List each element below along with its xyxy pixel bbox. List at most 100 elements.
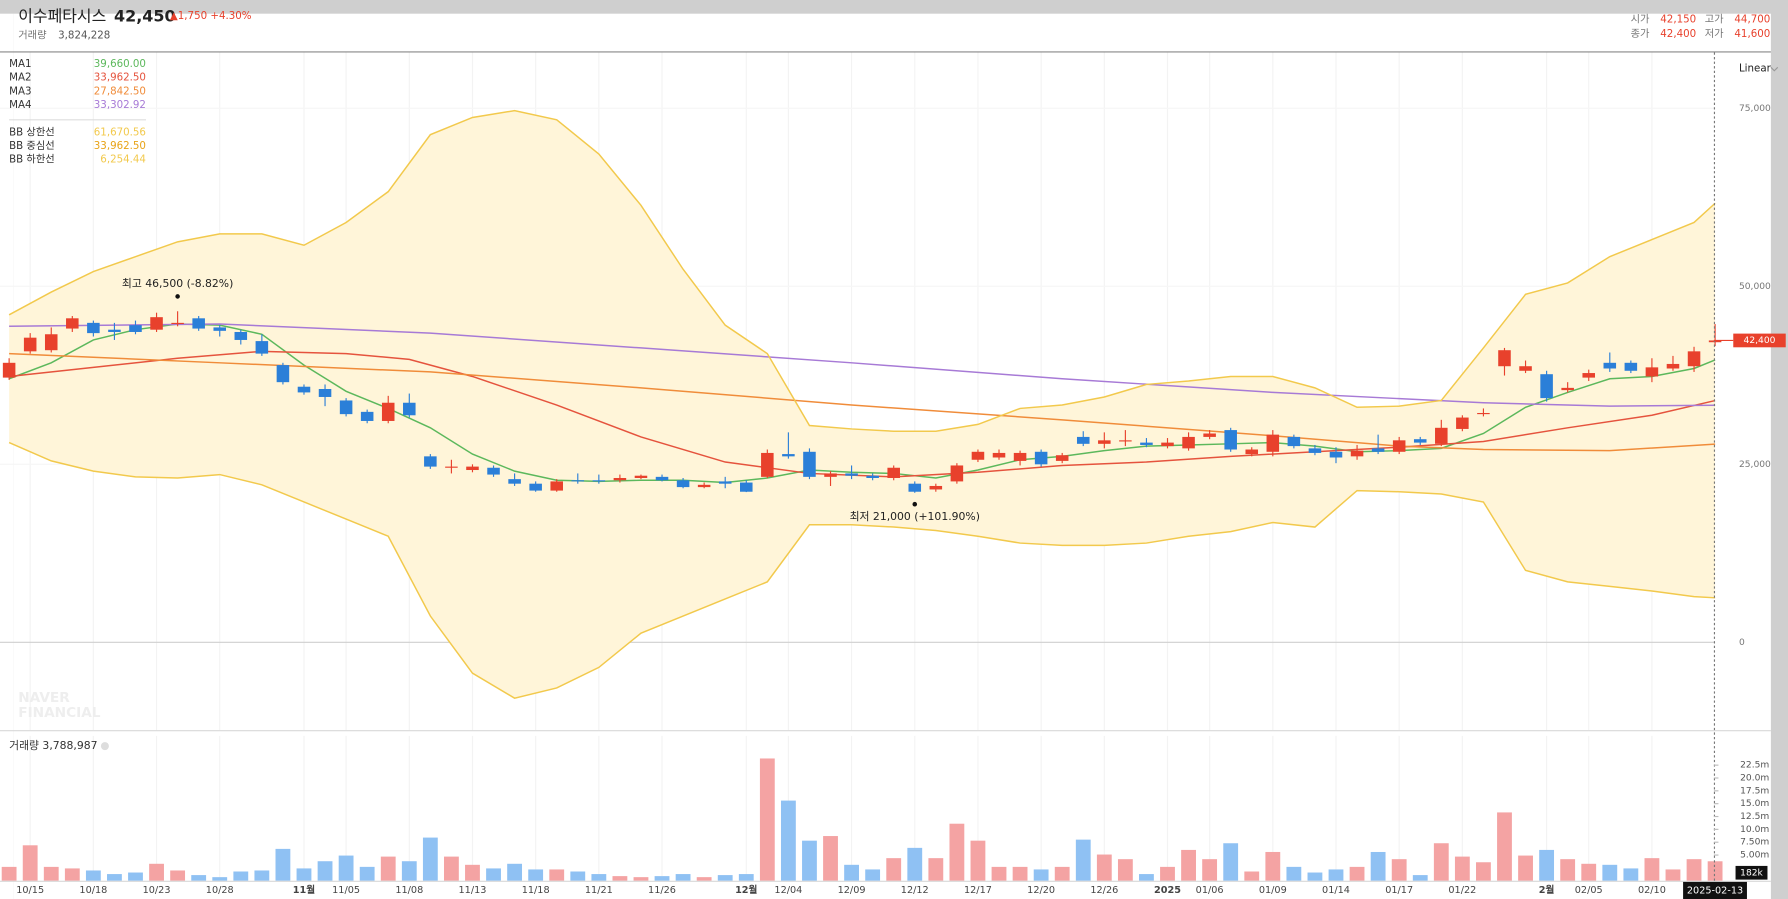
- watermark: NAVER: [18, 690, 70, 706]
- candle-body: [1645, 367, 1659, 377]
- candle-body: [108, 329, 121, 332]
- stock-price: 42,450: [114, 7, 176, 26]
- volume-bar: [1181, 849, 1196, 881]
- quote-value: 44,700: [1734, 13, 1770, 25]
- candle-body: [339, 400, 353, 415]
- volume-bar: [991, 866, 1007, 881]
- legend-name: MA1: [9, 58, 31, 70]
- volume-bar: [1665, 869, 1681, 881]
- volume-bar: [1707, 861, 1723, 881]
- candle-body: [508, 479, 521, 484]
- settings-icon[interactable]: [100, 742, 109, 751]
- volume-bar: [1117, 859, 1133, 881]
- y2-tick-label: 5.00m: [1740, 851, 1769, 861]
- volume-bar: [780, 800, 796, 881]
- volume-bar: [486, 868, 501, 881]
- volume-bar: [1075, 839, 1091, 881]
- x-tick-label: 12/26: [1090, 885, 1118, 896]
- candle-body: [697, 484, 711, 488]
- indicator-line: [8, 441, 1716, 699]
- crosshair-box: [1735, 865, 1768, 880]
- panel-left: [0, 13, 14, 899]
- candle-body: [1435, 427, 1448, 444]
- volume-bar: [1433, 843, 1449, 881]
- x-tick-label: 02/10: [1638, 885, 1666, 896]
- volume-bar: [570, 871, 586, 881]
- candle-body: [803, 451, 816, 477]
- x-tick-label: 01/06: [1196, 885, 1224, 896]
- legend-name: BB 중심선: [9, 140, 55, 152]
- legend-name: MA4: [9, 99, 31, 111]
- volume-bar: [1244, 871, 1260, 881]
- candle-body: [192, 318, 205, 329]
- candle-body: [1498, 350, 1511, 367]
- candle-body: [1161, 442, 1174, 447]
- volume-bar: [738, 874, 754, 881]
- volume-bar: [275, 848, 291, 881]
- x-tick-label: 11/21: [585, 885, 613, 896]
- candle-body: [1519, 366, 1532, 371]
- x-tick-label: 2025: [1154, 885, 1181, 896]
- candle-body: [1076, 436, 1090, 444]
- candle-body: [1266, 434, 1280, 452]
- volume-bar: [949, 823, 965, 881]
- annotation: 최저 21,000 (+101.90%): [850, 510, 980, 523]
- candle-body: [276, 365, 290, 383]
- volume-bar: [359, 866, 375, 881]
- x-tick-label: 11/18: [522, 885, 550, 896]
- candle-body: [866, 475, 879, 478]
- crosshair-box: [1683, 881, 1747, 899]
- x-tick-label: 12/09: [838, 885, 866, 896]
- candle-body: [1329, 451, 1343, 458]
- candle-body: [1456, 417, 1469, 429]
- quote-value: 41,600: [1734, 28, 1770, 40]
- volume-bar: [1560, 859, 1576, 881]
- scale-label[interactable]: Linear: [1739, 62, 1772, 74]
- volume-bar: [212, 877, 228, 881]
- volume-bar: [1391, 859, 1407, 881]
- volume-bar: [1581, 863, 1597, 881]
- volume-bar: [970, 840, 986, 881]
- quote-value: 42,150: [1660, 13, 1696, 25]
- candle-body: [1666, 363, 1680, 369]
- candle-body: [360, 411, 374, 421]
- watermark: FINANCIAL: [18, 705, 101, 721]
- y-tick-label: 75,000: [1739, 104, 1771, 114]
- y2-tick-label: 15.0m: [1740, 799, 1769, 809]
- crosshair-date: 2025-02-13: [1687, 885, 1743, 896]
- x-tick-label: 01/17: [1385, 885, 1413, 896]
- price-box: [1733, 333, 1786, 348]
- candle-body: [1245, 449, 1259, 455]
- volume-bar: [696, 877, 712, 881]
- volume-bar: [107, 874, 122, 881]
- candle-body: [1140, 442, 1153, 445]
- volume-bar: [1307, 872, 1323, 881]
- candle-body: [782, 454, 795, 457]
- x-tick-label: 01/22: [1448, 885, 1476, 896]
- volume-bar: [1328, 869, 1344, 881]
- volume-bar: [1265, 851, 1281, 881]
- x-tick-label: 12/04: [774, 885, 802, 896]
- volume-bar: [549, 869, 565, 881]
- volume-bar: [149, 863, 164, 881]
- candle-body: [1119, 440, 1132, 442]
- legend-name: MA2: [9, 72, 31, 84]
- candle-body: [655, 476, 669, 481]
- candle-body: [2, 362, 16, 378]
- candle-body: [1624, 362, 1638, 371]
- volume-bar: [380, 856, 396, 881]
- quote-label: 고가: [1705, 13, 1724, 25]
- y-tick-label: 50,000: [1739, 282, 1771, 292]
- volume-bar: [717, 875, 733, 881]
- x-tick-label: 11월: [293, 884, 315, 896]
- volume-bar: [633, 877, 649, 881]
- candle-body: [676, 480, 690, 488]
- candle-body: [424, 456, 437, 467]
- candle-body: [1350, 450, 1364, 457]
- candle-body: [992, 452, 1006, 458]
- candle-body: [171, 322, 184, 325]
- annotation-dot: [175, 294, 180, 299]
- candle-body: [1392, 440, 1406, 452]
- candle-body: [950, 465, 964, 482]
- legend-name: BB 상한선: [9, 126, 55, 138]
